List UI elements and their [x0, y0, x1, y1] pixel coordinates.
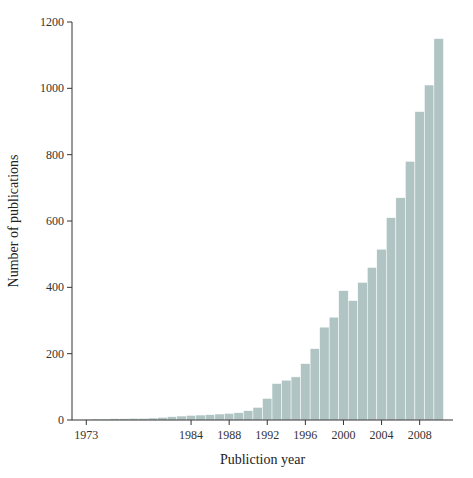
y-tick: [67, 287, 72, 288]
y-tick-label: 400: [46, 280, 64, 294]
y-tick: [67, 420, 72, 421]
chart: 1973 1984 1988 1992 1996 2000 2004 2008 0 200 400 6…: [0, 0, 473, 478]
bar: [177, 416, 187, 420]
bar: [253, 407, 263, 420]
y-tick-label: 600: [46, 214, 64, 228]
bar: [301, 364, 311, 420]
x-axis-line: [72, 420, 453, 421]
bar: [377, 249, 387, 420]
x-tick-label: 1973: [74, 428, 98, 442]
x-tick-label: 1992: [255, 428, 279, 442]
y-tick: [67, 88, 72, 89]
bar: [263, 398, 273, 420]
bar: [196, 415, 206, 420]
bar: [434, 39, 444, 420]
x-tick: [267, 420, 268, 425]
x-tick: [343, 420, 344, 425]
bar: [396, 198, 406, 420]
bar: [415, 112, 425, 420]
y-tick-label: 0: [58, 413, 64, 427]
bar: [186, 415, 196, 420]
y-tick-label: 1200: [40, 15, 64, 29]
y-tick-label: 200: [46, 347, 64, 361]
y-tick-label: 800: [46, 148, 64, 162]
y-tick: [67, 154, 72, 155]
bar: [205, 415, 215, 420]
x-tick-label: 2004: [370, 428, 394, 442]
bar: [348, 301, 358, 420]
bar: [291, 377, 301, 420]
bars: [82, 39, 444, 420]
x-tick: [381, 420, 382, 425]
bar: [320, 327, 330, 420]
bar: [367, 267, 377, 420]
bar: [405, 161, 415, 420]
y-tick: [67, 353, 72, 354]
y-tick: [67, 22, 72, 23]
x-tick: [191, 420, 192, 425]
x-tick-label: 2000: [331, 428, 355, 442]
bar: [224, 413, 234, 420]
x-tick: [305, 420, 306, 425]
bar: [310, 349, 320, 420]
bar: [386, 218, 396, 420]
bar: [339, 291, 349, 420]
bar: [243, 411, 253, 420]
x-axis-label: Publiction year: [220, 452, 305, 467]
bar: [282, 380, 292, 420]
x-tick-label: 1996: [293, 428, 317, 442]
bar: [234, 413, 244, 420]
bar: [272, 384, 282, 420]
x-tick-label: 2008: [408, 428, 432, 442]
y-tick-label: 1000: [40, 81, 64, 95]
y-tick: [67, 221, 72, 222]
axes: 1973 1984 1988 1992 1996 2000 2004 2008 0 200 400 6…: [40, 15, 453, 442]
bar: [424, 85, 434, 420]
bar: [329, 317, 339, 420]
bar: [358, 282, 368, 420]
x-tick-label: 1984: [179, 428, 203, 442]
bar: [215, 414, 225, 420]
x-tick-label: 1988: [217, 428, 241, 442]
y-axis-label: Number of publications: [6, 155, 21, 288]
x-tick: [229, 420, 230, 425]
x-tick: [419, 420, 420, 425]
x-tick: [86, 420, 87, 425]
